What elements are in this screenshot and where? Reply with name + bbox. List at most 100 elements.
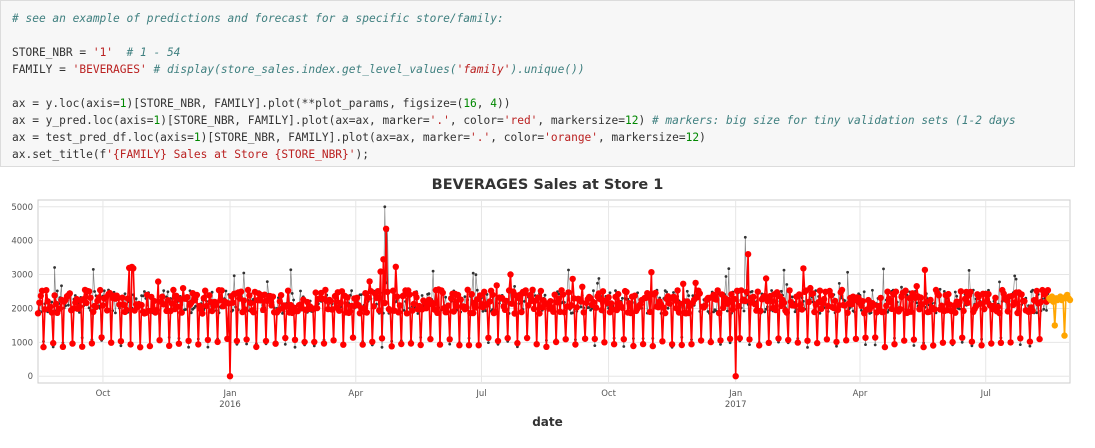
data-point: [728, 291, 735, 298]
data-point: [336, 307, 343, 314]
data-point: [1035, 311, 1039, 315]
data-point: [377, 268, 384, 275]
data-point: [814, 339, 821, 347]
data-point: [715, 309, 723, 317]
data-point: [782, 268, 786, 272]
data-point: [200, 294, 207, 302]
x-axis-label: date: [532, 415, 563, 429]
data-point: [1018, 291, 1025, 298]
data-point: [434, 309, 441, 316]
data-point: [630, 342, 637, 350]
data-point: [322, 286, 329, 294]
data-point: [218, 287, 225, 294]
data-point: [362, 290, 369, 297]
data-point: [184, 294, 191, 301]
data-point: [697, 337, 705, 344]
code-editor[interactable]: # see an example of predictions and fore…: [1, 1, 1074, 163]
data-point: [237, 288, 245, 295]
data-point: [103, 307, 111, 314]
data-point: [349, 334, 357, 341]
data-point: [276, 298, 283, 305]
data-point: [846, 270, 849, 274]
data-point: [738, 287, 745, 294]
data-point: [457, 296, 464, 303]
data-point: [864, 343, 867, 346]
data-point: [806, 346, 809, 349]
data-point: [530, 305, 538, 312]
data-point: [596, 281, 599, 285]
data-point: [340, 341, 347, 348]
data-point: [189, 311, 193, 315]
code-cell[interactable]: # see an example of predictions and fore…: [0, 0, 1075, 167]
data-point: [206, 345, 210, 349]
data-point: [573, 304, 580, 311]
data-point: [536, 310, 543, 317]
data-point: [593, 344, 597, 347]
data-point: [508, 300, 516, 307]
data-point: [472, 304, 480, 311]
data-point: [261, 291, 268, 298]
data-point: [732, 373, 739, 380]
data-point: [901, 337, 908, 344]
data-point: [471, 271, 475, 275]
data-point: [964, 299, 971, 306]
data-point: [403, 310, 411, 317]
x-tick-label: Jul: [980, 389, 991, 399]
data-point: [729, 306, 737, 313]
data-point: [448, 342, 452, 346]
data-point: [590, 298, 597, 306]
data-point: [91, 268, 95, 271]
data-point: [786, 287, 793, 294]
data-point: [843, 299, 847, 302]
data-point: [935, 292, 942, 299]
x-tick-label: Oct: [601, 389, 616, 399]
data-point: [311, 338, 318, 346]
data-point: [995, 303, 1002, 311]
data-point: [623, 288, 630, 296]
data-point: [765, 339, 772, 346]
data-point: [775, 335, 782, 342]
data-point: [668, 341, 676, 348]
data-point: [608, 291, 612, 295]
data-point: [66, 290, 74, 297]
data-point: [439, 289, 446, 296]
data-point: [292, 298, 295, 302]
data-point: [939, 339, 947, 346]
data-point: [910, 336, 918, 343]
data-point: [388, 343, 395, 350]
data-point: [631, 292, 638, 299]
data-point: [555, 295, 562, 302]
code-line-3: STORE_NBR = '1' # 1 - 54: [12, 46, 181, 59]
data-point: [761, 292, 768, 300]
data-point: [159, 293, 166, 300]
data-point: [443, 308, 451, 316]
data-point: [511, 310, 518, 317]
data-point: [476, 292, 484, 299]
data-point: [565, 289, 572, 296]
data-point: [514, 339, 521, 347]
data-point: [797, 301, 804, 308]
data-point: [44, 298, 51, 305]
data-point: [463, 304, 470, 311]
data-point: [807, 284, 814, 292]
data-point: [562, 336, 569, 343]
data-point: [299, 289, 302, 293]
data-point: [337, 299, 344, 307]
data-point: [206, 292, 213, 299]
data-point: [882, 267, 885, 271]
data-point: [320, 340, 328, 347]
data-point: [523, 334, 531, 342]
data-point: [119, 344, 123, 348]
x-tick-label: Jul: [475, 389, 486, 399]
y-tick-label: 5000: [11, 203, 33, 213]
data-point: [293, 345, 297, 349]
data-point: [896, 305, 904, 313]
data-point: [445, 302, 452, 309]
data-point: [233, 337, 241, 345]
data-point: [420, 294, 424, 297]
data-point: [1021, 297, 1028, 305]
data-point: [1004, 308, 1011, 315]
data-point: [224, 335, 231, 342]
data-point: [226, 373, 234, 380]
data-point: [504, 334, 511, 342]
